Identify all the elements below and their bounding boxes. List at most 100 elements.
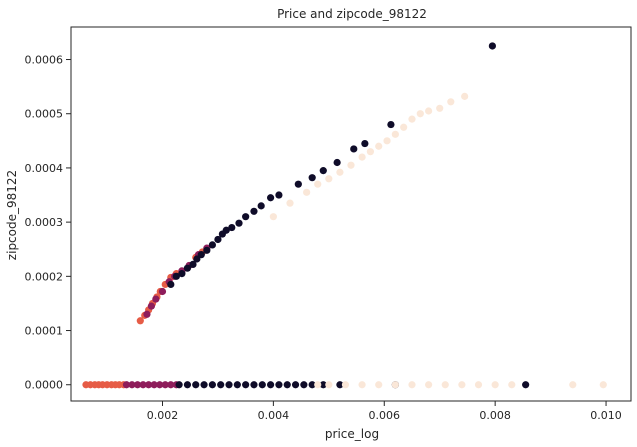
data-point bbox=[156, 381, 164, 389]
data-point bbox=[436, 104, 444, 112]
data-point bbox=[300, 381, 308, 389]
data-point bbox=[375, 142, 383, 150]
data-point bbox=[208, 241, 216, 249]
data-point bbox=[175, 381, 183, 389]
chart-title: Price and zipcode_98122 bbox=[277, 7, 427, 21]
data-point bbox=[441, 381, 449, 389]
y-tick-label: 0.0002 bbox=[25, 270, 64, 283]
data-point bbox=[347, 161, 355, 169]
data-point bbox=[350, 145, 358, 153]
data-point bbox=[193, 255, 201, 263]
data-point bbox=[235, 219, 243, 227]
data-point bbox=[158, 287, 167, 296]
data-point bbox=[291, 381, 300, 389]
data-point bbox=[178, 270, 186, 278]
data-point bbox=[391, 381, 399, 389]
data-point bbox=[461, 92, 469, 100]
data-point bbox=[150, 381, 158, 389]
data-point bbox=[275, 381, 283, 389]
data-point bbox=[358, 153, 366, 161]
x-axis-label: price_log bbox=[325, 427, 379, 441]
data-point bbox=[314, 381, 322, 389]
data-point bbox=[217, 381, 225, 389]
data-point bbox=[333, 158, 341, 167]
data-point bbox=[508, 381, 516, 389]
y-axis-label: zipcode_98122 bbox=[5, 170, 19, 260]
data-point bbox=[267, 381, 275, 389]
data-point bbox=[361, 139, 369, 148]
y-tick-label: 0.0006 bbox=[25, 54, 64, 67]
data-point bbox=[250, 381, 258, 389]
data-point bbox=[303, 188, 311, 196]
data-point bbox=[308, 174, 316, 182]
data-point bbox=[258, 381, 266, 389]
x-tick-label: 0.004 bbox=[258, 409, 290, 422]
x-tick-label: 0.010 bbox=[590, 409, 622, 422]
data-point bbox=[599, 381, 607, 389]
data-point bbox=[269, 213, 277, 221]
data-point bbox=[336, 381, 344, 389]
data-point bbox=[366, 148, 375, 156]
data-point bbox=[275, 191, 283, 199]
data-point bbox=[522, 381, 530, 389]
x-axis: 0.002 0.004 0.006 0.008 0.010 bbox=[147, 401, 622, 422]
data-point bbox=[474, 381, 483, 389]
y-axis: 0.0000 0.0001 0.0002 0.0003 0.0004 0.0005 0.00… bbox=[25, 54, 71, 392]
data-point bbox=[447, 98, 455, 106]
data-point bbox=[358, 381, 366, 389]
data-point bbox=[200, 381, 208, 389]
data-point bbox=[233, 381, 241, 389]
data-point bbox=[203, 246, 211, 254]
data-point bbox=[161, 381, 169, 389]
data-point bbox=[192, 381, 200, 389]
data-point bbox=[319, 381, 327, 389]
data-point bbox=[408, 115, 416, 123]
data-point bbox=[458, 381, 466, 389]
data-point bbox=[167, 280, 175, 289]
data-point bbox=[225, 381, 233, 389]
data-point bbox=[375, 381, 383, 389]
y-tick-label: 0.0000 bbox=[25, 379, 64, 392]
data-point bbox=[325, 175, 333, 183]
data-point bbox=[214, 235, 222, 244]
data-point bbox=[136, 317, 144, 325]
plot-frame bbox=[70, 26, 632, 402]
data-point bbox=[286, 199, 294, 207]
data-point bbox=[488, 42, 496, 50]
data-point bbox=[228, 223, 236, 232]
data-point bbox=[167, 381, 175, 389]
data-point bbox=[336, 168, 344, 176]
data-point bbox=[145, 381, 153, 389]
data-point bbox=[314, 180, 322, 188]
data-point bbox=[387, 120, 395, 129]
data-point bbox=[283, 381, 291, 389]
data-point bbox=[569, 381, 577, 389]
data-point bbox=[425, 107, 433, 115]
data-point bbox=[122, 381, 131, 389]
data-point bbox=[152, 295, 160, 303]
data-point bbox=[242, 381, 250, 389]
data-point bbox=[143, 310, 151, 318]
data-point bbox=[267, 194, 275, 202]
data-point bbox=[294, 180, 302, 188]
data-point bbox=[147, 302, 155, 310]
y-tick-label: 0.0003 bbox=[25, 216, 64, 229]
data-point bbox=[183, 381, 192, 389]
data-point bbox=[408, 381, 416, 389]
data-point bbox=[128, 381, 136, 389]
data-point bbox=[183, 264, 192, 272]
data-point bbox=[197, 251, 205, 259]
data-point bbox=[172, 272, 180, 280]
y-tick-label: 0.0001 bbox=[25, 325, 64, 338]
y-tick-label: 0.0004 bbox=[25, 162, 64, 175]
data-point bbox=[208, 381, 216, 389]
data-point bbox=[319, 167, 327, 175]
x-tick-label: 0.006 bbox=[369, 409, 401, 422]
data-point bbox=[257, 202, 265, 210]
x-tick-label: 0.002 bbox=[147, 409, 179, 422]
data-point bbox=[425, 381, 433, 389]
x-tick-label: 0.008 bbox=[479, 409, 511, 422]
data-point bbox=[308, 381, 316, 389]
data-point bbox=[222, 226, 230, 234]
